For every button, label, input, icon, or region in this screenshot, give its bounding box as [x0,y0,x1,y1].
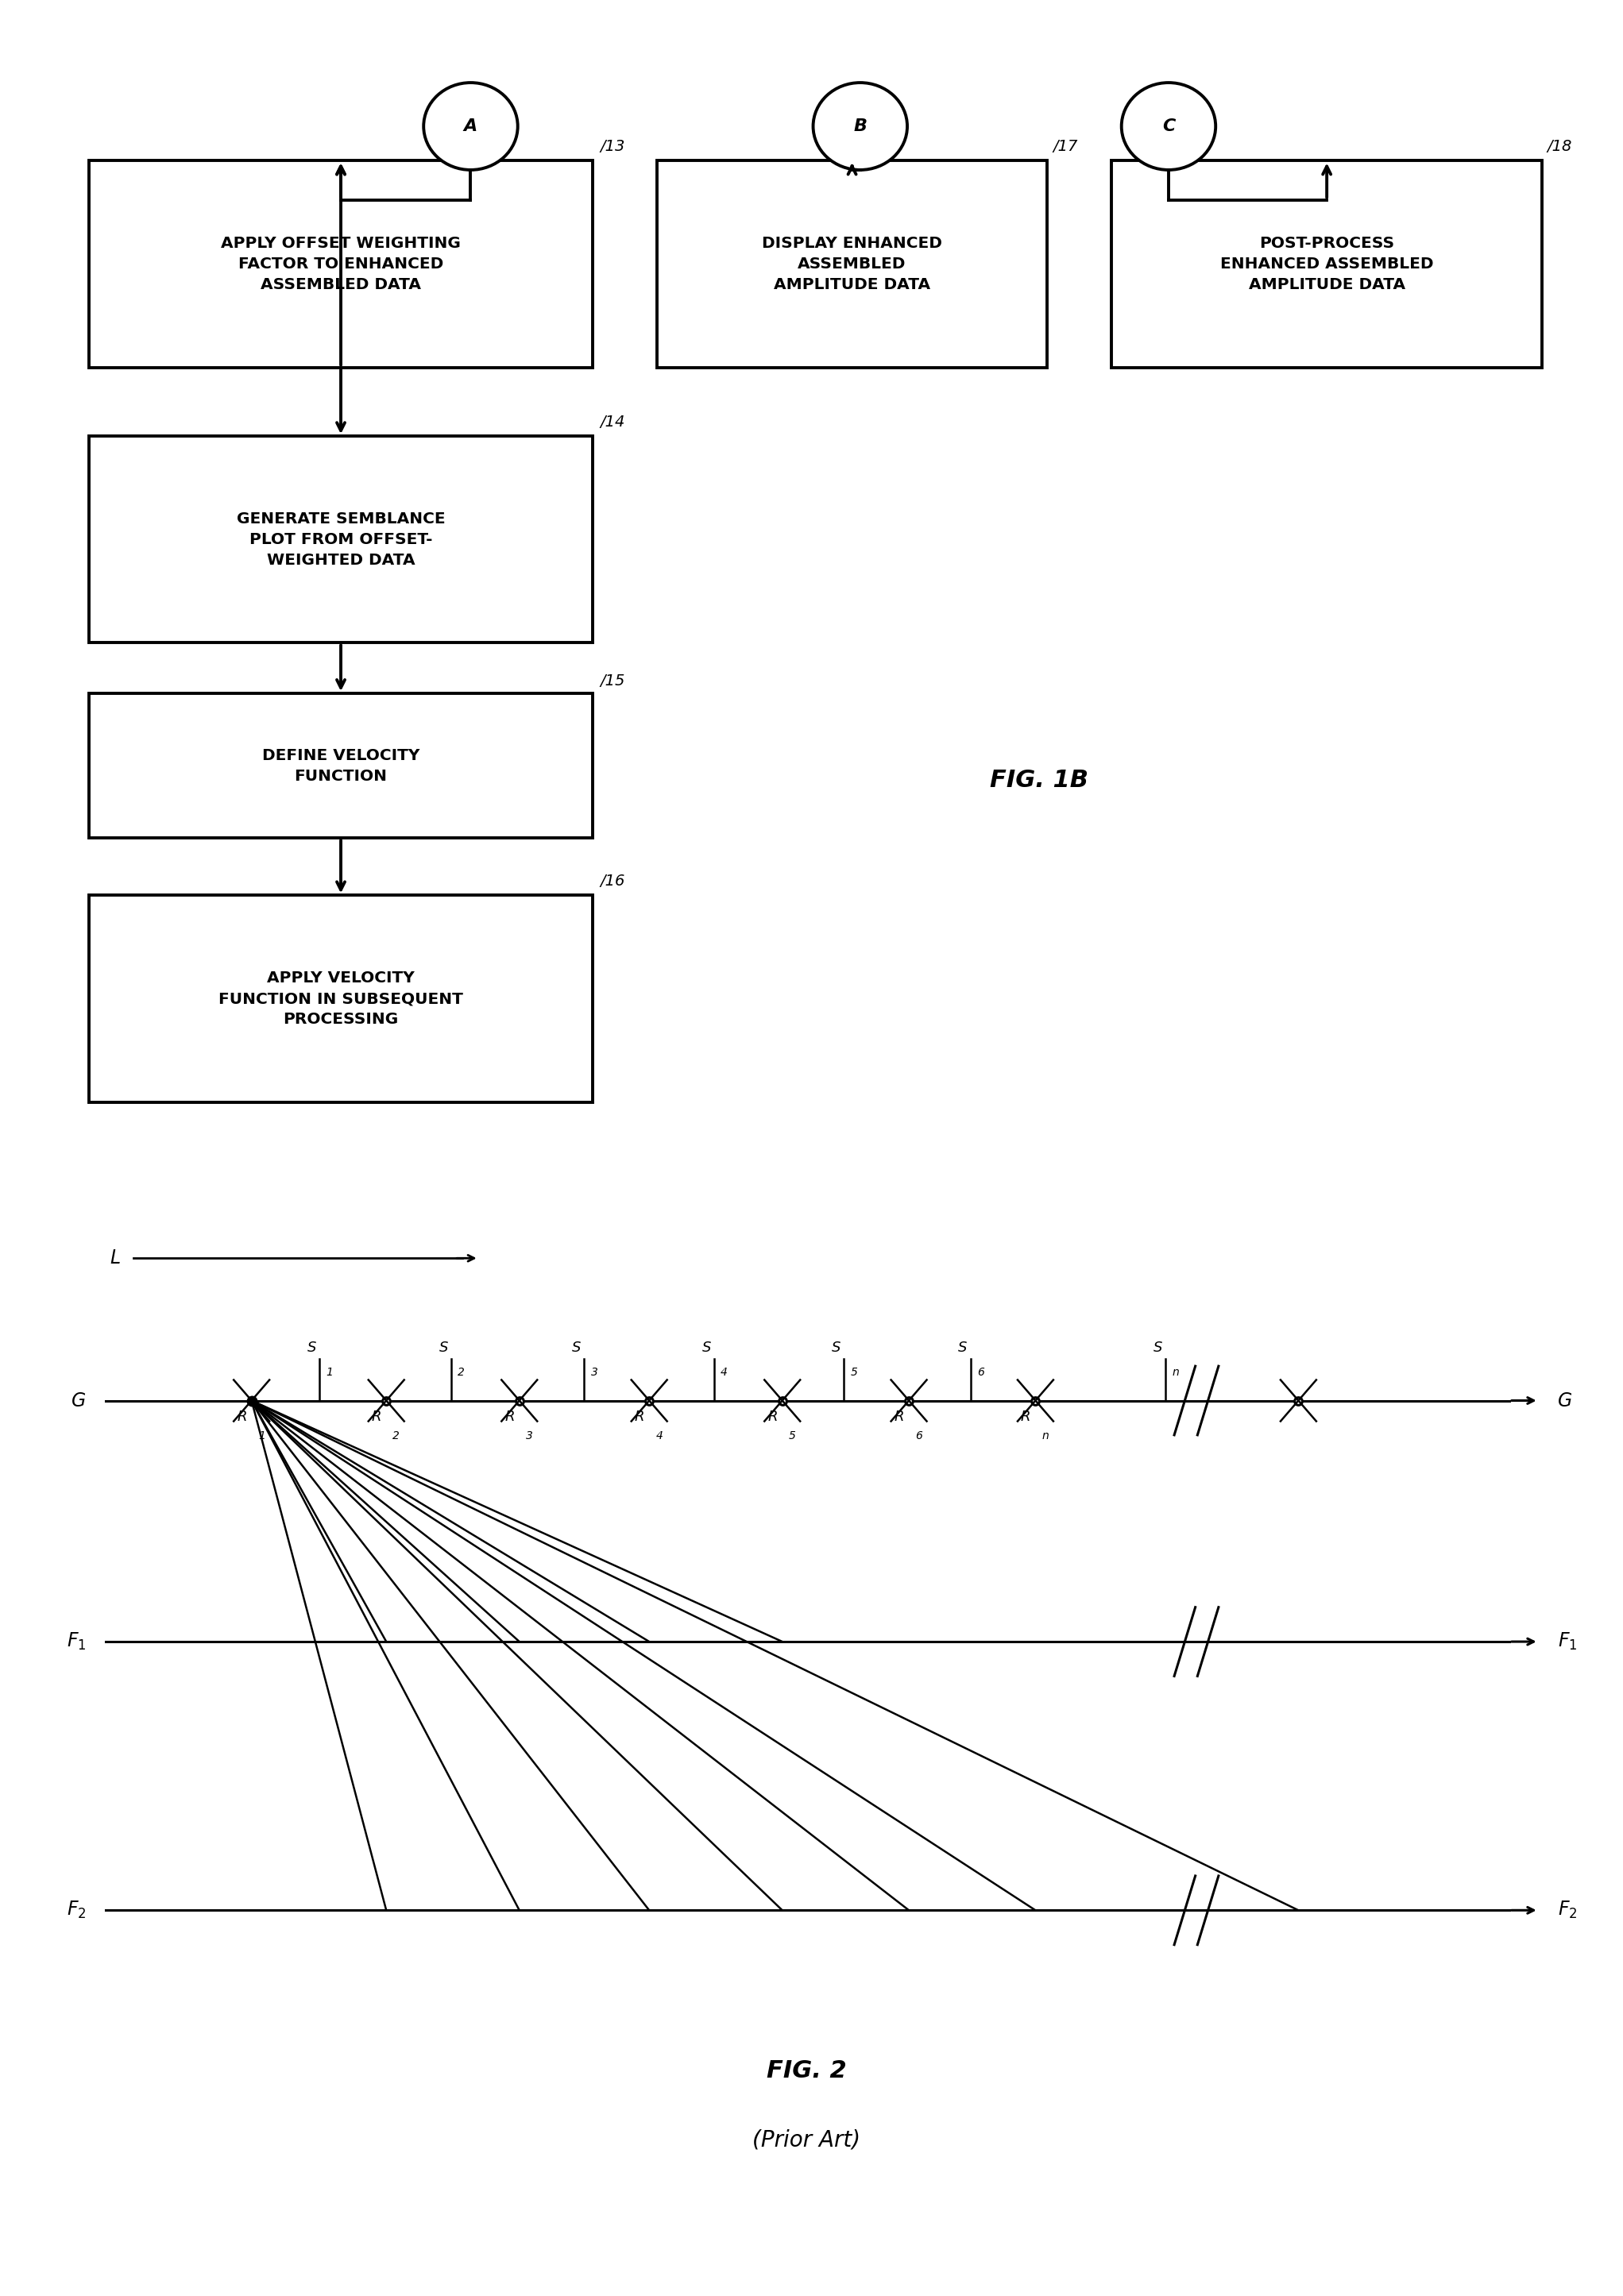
Text: /16: /16 [601,872,625,889]
Text: S: S [831,1341,841,1355]
Text: 5: 5 [789,1430,795,1442]
FancyBboxPatch shape [89,436,592,643]
Text: B: B [854,119,867,133]
Text: G: G [1558,1391,1573,1410]
Text: POST-PROCESS
ENHANCED ASSEMBLED
AMPLITUDE DATA: POST-PROCESS ENHANCED ASSEMBLED AMPLITUD… [1220,236,1433,292]
Text: $F_2$: $F_2$ [67,1899,86,1922]
Text: 4: 4 [721,1366,727,1378]
Text: S: S [438,1341,448,1355]
Text: A: A [464,119,477,133]
FancyBboxPatch shape [657,161,1047,367]
Text: 5: 5 [850,1366,857,1378]
Text: GENERATE SEMBLANCE
PLOT FROM OFFSET-
WEIGHTED DATA: GENERATE SEMBLANCE PLOT FROM OFFSET- WEI… [237,512,445,567]
Text: /17: /17 [1053,138,1078,154]
Text: $F_1$: $F_1$ [1558,1630,1578,1653]
Text: R: R [237,1410,247,1424]
Text: FIG. 1B: FIG. 1B [990,769,1087,792]
Text: S: S [307,1341,316,1355]
FancyBboxPatch shape [89,161,592,367]
Text: DEFINE VELOCITY
FUNCTION: DEFINE VELOCITY FUNCTION [261,748,420,783]
Text: 1: 1 [326,1366,333,1378]
Text: 4: 4 [656,1430,662,1442]
FancyBboxPatch shape [1112,161,1542,367]
Text: S: S [958,1341,967,1355]
Text: C: C [1162,119,1175,133]
Text: R: R [635,1410,644,1424]
Text: G: G [71,1391,86,1410]
Text: S: S [701,1341,711,1355]
FancyBboxPatch shape [89,693,592,838]
Text: APPLY OFFSET WEIGHTING
FACTOR TO ENHANCED
ASSEMBLED DATA: APPLY OFFSET WEIGHTING FACTOR TO ENHANCE… [221,236,461,292]
Ellipse shape [1121,83,1216,170]
Text: FIG. 2: FIG. 2 [766,2060,847,2082]
Text: S: S [571,1341,581,1355]
Text: (Prior Art): (Prior Art) [753,2128,860,2151]
Text: L: L [110,1249,120,1267]
Text: n: n [1172,1366,1178,1378]
Text: APPLY VELOCITY
FUNCTION IN SUBSEQUENT
PROCESSING: APPLY VELOCITY FUNCTION IN SUBSEQUENT PR… [219,971,463,1026]
Text: R: R [1021,1410,1031,1424]
Text: 1: 1 [258,1430,265,1442]
Text: 2: 2 [393,1430,399,1442]
Text: /14: /14 [601,413,625,429]
Text: /15: /15 [601,673,625,689]
Text: R: R [768,1410,777,1424]
Text: $F_1$: $F_1$ [67,1630,86,1653]
FancyBboxPatch shape [89,895,592,1102]
Text: R: R [505,1410,514,1424]
Text: n: n [1042,1430,1048,1442]
Text: 6: 6 [915,1430,922,1442]
Text: DISPLAY ENHANCED
ASSEMBLED
AMPLITUDE DATA: DISPLAY ENHANCED ASSEMBLED AMPLITUDE DAT… [761,236,943,292]
Text: $F_2$: $F_2$ [1558,1899,1578,1922]
Text: 2: 2 [458,1366,464,1378]
Text: 3: 3 [526,1430,532,1442]
Text: /18: /18 [1547,138,1571,154]
Text: R: R [894,1410,904,1424]
Text: R: R [372,1410,381,1424]
Ellipse shape [424,83,518,170]
Text: 3: 3 [591,1366,597,1378]
Text: 6: 6 [977,1366,984,1378]
Text: S: S [1152,1341,1162,1355]
Text: /13: /13 [601,138,625,154]
Ellipse shape [813,83,907,170]
